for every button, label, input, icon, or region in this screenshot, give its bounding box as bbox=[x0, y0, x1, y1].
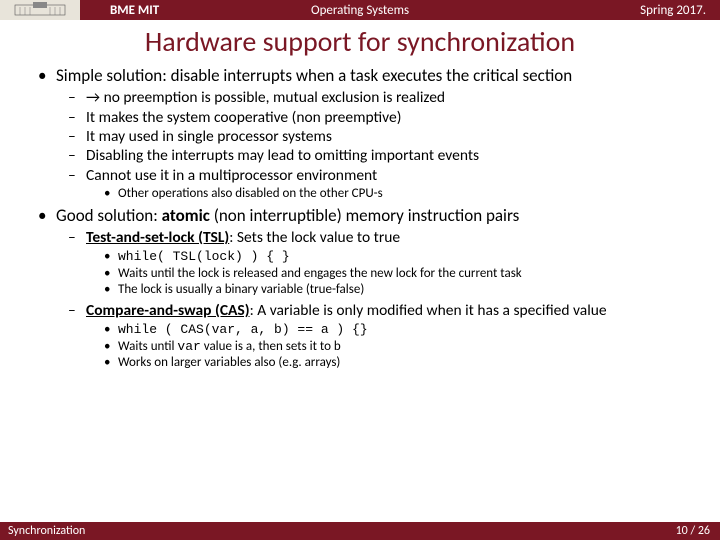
footer-bar: Synchronization 10 / 26 bbox=[0, 522, 720, 540]
header-course: Operating Systems bbox=[311, 3, 409, 18]
bullet-simple-solution: Simple solution: disable interrupts when… bbox=[28, 65, 692, 203]
tsl-waits: Waits until the lock is released and eng… bbox=[86, 266, 692, 283]
sub-omit-events: Disabling the interrupts may lead to omi… bbox=[56, 146, 692, 165]
text: value is a, then sets it to b bbox=[201, 339, 341, 354]
text: Waits until bbox=[118, 339, 177, 354]
text: Simple solution: disable interrupts when… bbox=[56, 65, 572, 86]
sub-cooperative: It makes the system cooperative (non pre… bbox=[56, 108, 692, 127]
text: (non interruptible) memory instruction p… bbox=[210, 205, 519, 226]
sub-tsl: Test-and-set-lock (TSL): Sets the lock v… bbox=[56, 228, 692, 299]
sub-cas: Compare-and-swap (CAS): A variable is on… bbox=[56, 301, 692, 372]
slide-content: Simple solution: disable interrupts when… bbox=[0, 65, 720, 372]
tsl-code: while( TSL(lock) ) { } bbox=[86, 249, 692, 266]
sub-multiprocessor: Cannot use it in a multiprocessor enviro… bbox=[56, 166, 692, 203]
page-total: 26 bbox=[698, 524, 710, 538]
var-mono: var bbox=[177, 339, 200, 354]
text: Good solution: bbox=[56, 205, 162, 226]
footer-topic: Synchronization bbox=[0, 524, 85, 538]
atomic-bold: atomic bbox=[162, 205, 210, 226]
text: : A variable is only modified when it ha… bbox=[250, 301, 607, 320]
text: Cannot use it in a multiprocessor enviro… bbox=[86, 166, 377, 185]
bullet-good-solution: Good solution: atomic (non interruptible… bbox=[28, 205, 692, 372]
header-bar: BME MIT Operating Systems Spring 2017. bbox=[0, 0, 720, 20]
university-logo bbox=[0, 0, 80, 20]
page-number: 10 / 26 bbox=[676, 524, 710, 538]
page-sep: / bbox=[688, 524, 698, 538]
tsl-heading: Test-and-set-lock (TSL) bbox=[86, 228, 229, 247]
header-institution: BME MIT bbox=[110, 3, 159, 18]
header-term: Spring 2017. bbox=[640, 3, 706, 18]
sub-no-preemption: → no preemption is possible, mutual excl… bbox=[56, 88, 692, 107]
text: : Sets the lock value to true bbox=[229, 228, 400, 247]
code: while ( CAS(var, a, b) == a ) {} bbox=[118, 322, 368, 337]
page-current: 10 bbox=[676, 524, 688, 538]
sub-single-processor: It may used in single processor systems bbox=[56, 127, 692, 146]
cas-code: while ( CAS(var, a, b) == a ) {} bbox=[86, 322, 692, 339]
cas-waits: Waits until var value is a, then sets it… bbox=[86, 339, 692, 356]
text: no preemption is possible, mutual exclus… bbox=[104, 88, 446, 107]
sub-other-cpus: Other operations also disabled on the ot… bbox=[86, 186, 692, 203]
cas-arrays: Works on larger variables also (e.g. arr… bbox=[86, 355, 692, 372]
slide-title: Hardware support for synchronization bbox=[0, 24, 720, 59]
cas-heading: Compare-and-swap (CAS) bbox=[86, 301, 250, 320]
tsl-binary: The lock is usually a binary variable (t… bbox=[86, 282, 692, 299]
code: while( TSL(lock) ) { } bbox=[118, 249, 290, 264]
arrow-icon: → bbox=[86, 88, 100, 107]
